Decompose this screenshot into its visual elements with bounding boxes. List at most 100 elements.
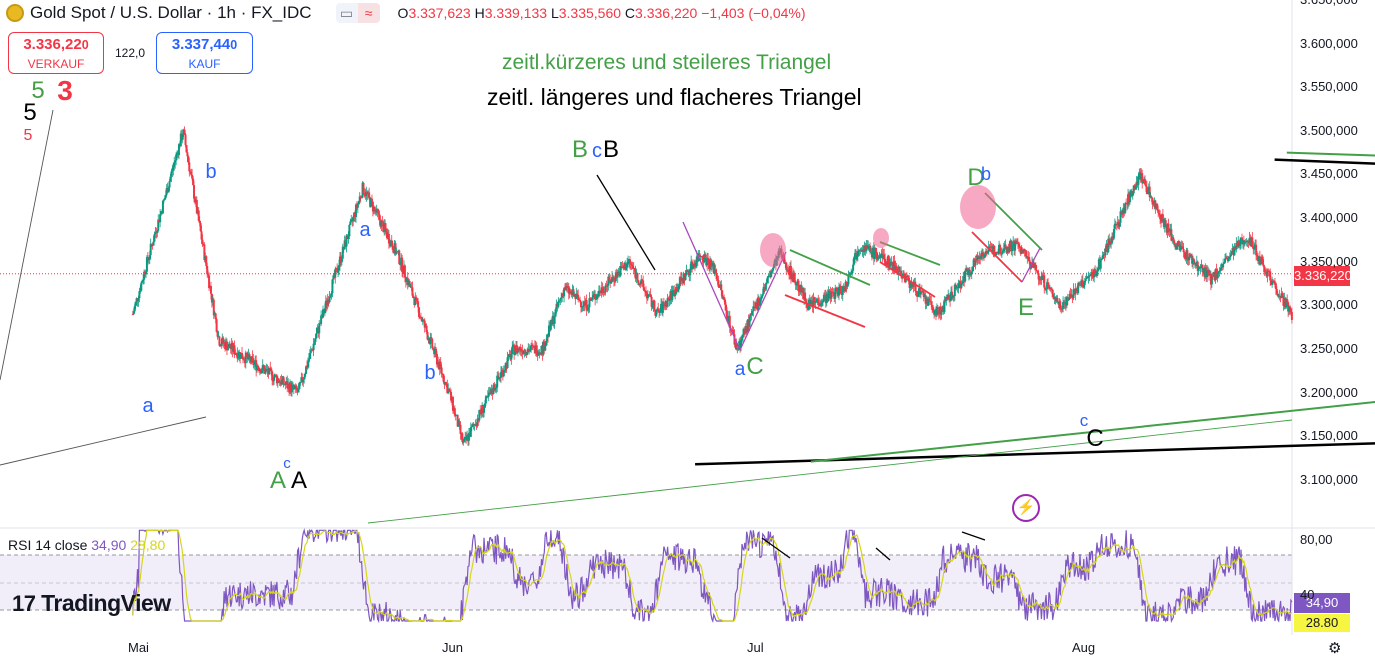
buy-button[interactable]: 3.337,440 KAUF [156,32,253,74]
open-label: O [397,5,409,21]
candle-body [203,244,206,261]
candle-body [1269,271,1272,281]
tv-logo-icon: 17 [12,591,42,616]
candle-body [277,378,280,383]
candle-body [1074,288,1077,295]
candle-body [262,365,265,369]
candle-body [930,301,933,306]
candle-body [576,293,579,295]
sell-button[interactable]: 3.336,220 VERKAUF [8,32,104,74]
candle-body [183,129,186,135]
candle-body [1152,203,1155,205]
candle-body [293,387,296,390]
subwave-purple-line [1021,247,1041,283]
candle-body [725,310,728,319]
candle-body [1067,298,1070,301]
wave-label: E [1018,294,1034,321]
candle-body [714,269,717,274]
candle-body [828,290,831,292]
candle-body [484,396,487,404]
candle-body [530,345,533,350]
candle-body [241,353,244,359]
candle-body [927,298,930,306]
candle-body [1264,272,1267,274]
candle-body [334,269,337,278]
candle-body [628,259,631,264]
rsi-legend[interactable]: RSI 14 close 34,90 28,80 [8,537,165,553]
candle-body [141,281,144,283]
chart-type-toggle[interactable]: ▭ ≈ [335,3,380,23]
candle-body [718,286,721,288]
tradingview-logo[interactable]: 17 TradingView [12,590,171,617]
candle-body [575,293,578,299]
candle-body [741,334,744,338]
candle-body [853,257,856,265]
candle-body [292,384,295,390]
candle-body [597,290,600,297]
green-triangle-title[interactable]: zeitl.kürzeres und steileres Triangel [502,51,832,74]
symbol-title[interactable]: Gold Spot / U.S. Dollar · 1h · FX_IDC [30,3,312,22]
candle-body [1144,184,1147,187]
candle-body [354,204,357,217]
candle-body [785,262,788,270]
wave-label: C [746,353,763,380]
candle-body [157,219,160,231]
candle-body [560,297,563,299]
green-triangle-lower-line [810,401,1375,463]
candle-body [546,334,549,341]
candle-body [761,293,764,296]
candle-body [1198,266,1201,268]
candle-body [1051,289,1054,298]
candle-body [395,251,398,255]
candle-body [837,287,840,296]
candle-body [1077,283,1080,293]
candle-body [954,284,957,289]
candle-body [326,299,329,306]
y-tick-label: 3.500,000 [1300,122,1358,138]
candle-body [547,325,550,337]
candle-body [187,156,190,163]
candle-body [818,302,821,306]
flash-icon[interactable]: ⚡ [1012,494,1040,522]
candle-body [797,280,800,292]
candle-body [922,291,925,298]
settings-gear-icon[interactable]: ⚙ [1328,640,1342,657]
candle-body [1271,280,1274,285]
candle-body [1145,186,1148,195]
candle-body [772,267,775,271]
candle-body [1262,264,1265,267]
candle-body [140,282,143,291]
candle-body [983,254,986,258]
sell-price-small: 0 [81,38,89,52]
black-triangle-title[interactable]: zeitl. längeres und flacheres Triangel [487,84,862,110]
bars-toggle-icon[interactable]: ▭ [335,3,358,23]
candle-body [594,294,597,300]
candle-body [1118,222,1121,227]
candle-body [1112,229,1115,239]
candle-body [1179,246,1182,251]
candle-body [377,212,380,215]
candle-body [282,376,285,384]
ohlc-readout: O3.337,623 H3.339,133 L3.335,560 C3.336,… [398,5,806,21]
candle-body [1082,285,1085,288]
candle-body [659,310,662,313]
candle-body [233,345,236,355]
candle-body [161,200,164,214]
candle-body [1083,281,1086,286]
candle-body [370,198,373,207]
candle-body [1061,308,1064,310]
wave-toggle-icon[interactable]: ≈ [357,3,380,23]
green-channel-line [367,419,1293,524]
candle-body [149,243,152,256]
candle-body [358,196,361,201]
symbol-header: Gold Spot / U.S. Dollar · 1h · FX_IDC ▭ … [6,2,806,24]
candle-body [1119,211,1122,223]
candle-body [588,298,591,308]
candle-body [146,257,149,261]
candle-body [633,267,636,272]
candle-body [376,208,379,213]
candle-body [195,200,198,214]
candle-body [250,356,253,363]
candle-body [553,316,556,324]
